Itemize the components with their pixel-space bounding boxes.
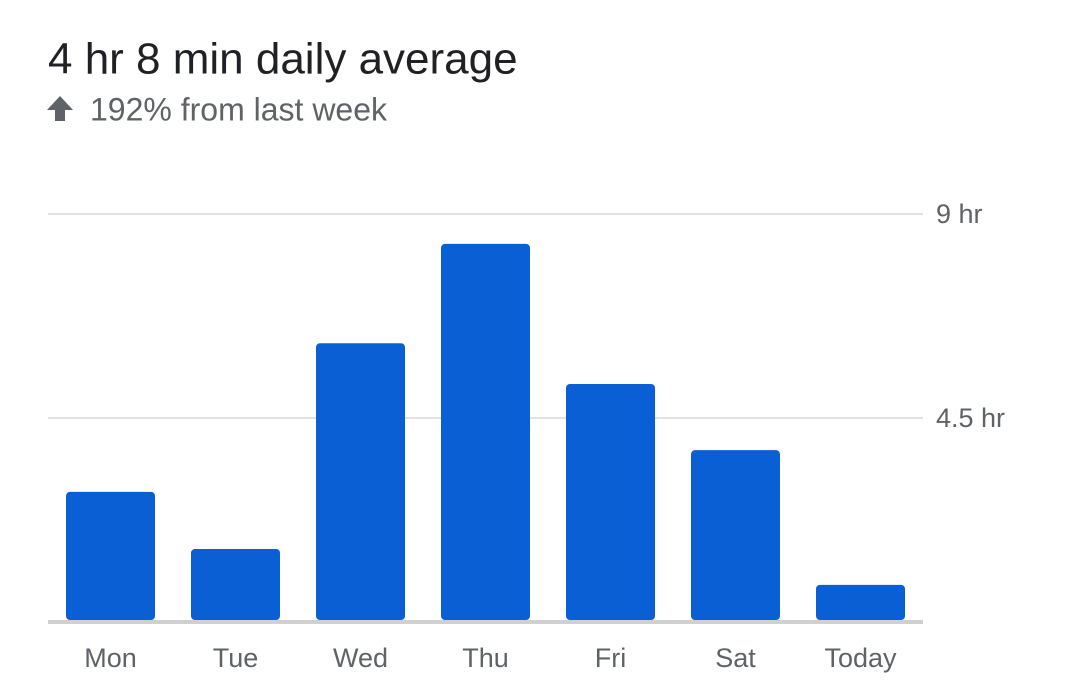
x-tick-label: Sat bbox=[715, 643, 756, 673]
chart-title: 4 hr 8 min daily average bbox=[48, 35, 518, 84]
x-tick-label: Fri bbox=[595, 643, 626, 673]
x-tick-label: Today bbox=[824, 643, 897, 673]
x-tick-label: Thu bbox=[462, 643, 509, 673]
bar bbox=[316, 343, 405, 620]
bar bbox=[191, 549, 280, 620]
x-tick-label: Mon bbox=[84, 643, 137, 673]
bar bbox=[816, 584, 905, 620]
bar bbox=[691, 450, 780, 620]
y-tick-label: 9 hr bbox=[936, 199, 983, 229]
bar bbox=[566, 384, 655, 620]
up-arrow-icon bbox=[47, 96, 73, 121]
chart-subtitle: 192% from last week bbox=[90, 91, 388, 127]
x-tick-label: Tue bbox=[213, 643, 259, 673]
y-tick-label: 4.5 hr bbox=[936, 403, 1005, 433]
bar bbox=[66, 491, 155, 620]
x-tick-label: Wed bbox=[333, 643, 388, 673]
bar bbox=[441, 243, 530, 621]
